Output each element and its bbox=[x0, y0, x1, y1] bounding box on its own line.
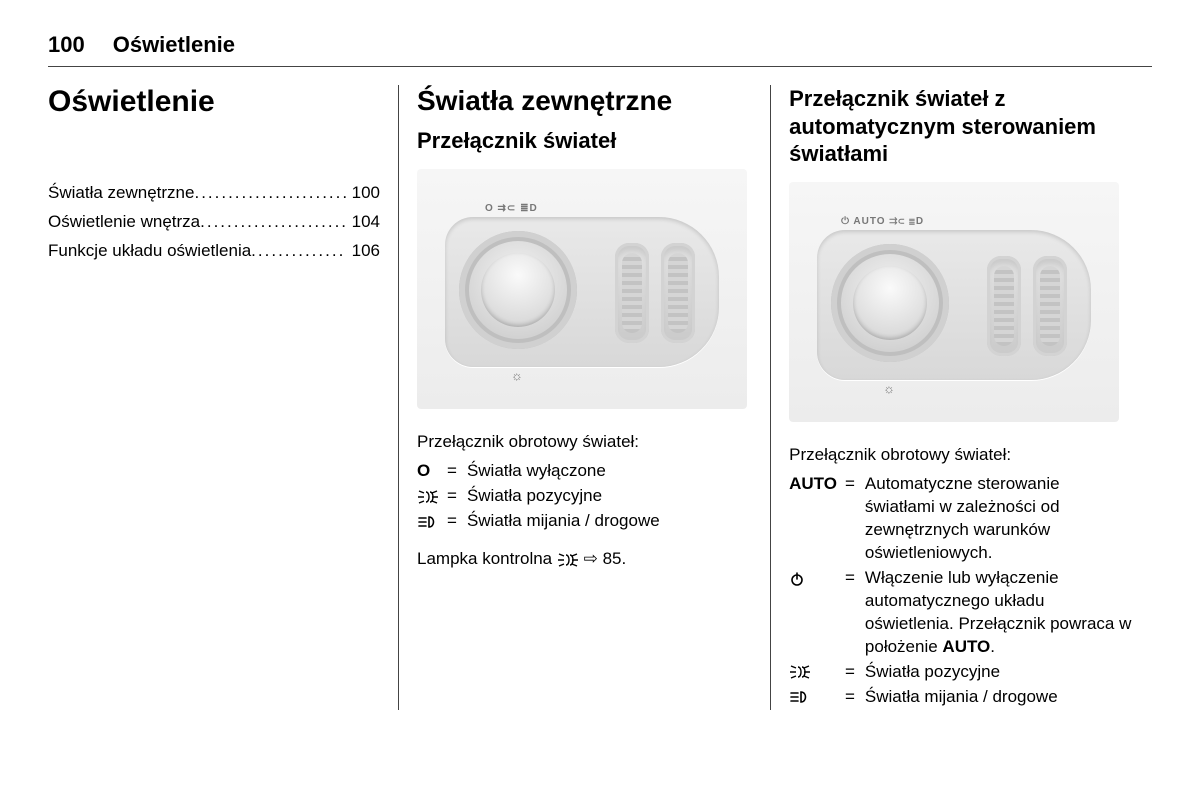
thumbwheel-right-icon bbox=[661, 243, 695, 343]
equals: = bbox=[447, 509, 467, 534]
lead-text: Przełącznik obrotowy świateł: bbox=[789, 444, 1134, 467]
toc-entry: Funkcje układu oświetlenia 106 bbox=[48, 237, 380, 266]
equals: = bbox=[447, 484, 467, 509]
definition-row: =Światła pozycyjne bbox=[789, 660, 1134, 685]
definition-row: AUTO =Automatyczne sterowanie światłami w… bbox=[789, 472, 1134, 566]
definition-list: O =Światła wyłączone=Światła pozycyjne=Św… bbox=[417, 459, 660, 534]
toc-page: 106 bbox=[346, 237, 380, 266]
switch-description: Przełącznik obrotowy świateł: O =Światła … bbox=[417, 431, 752, 572]
column-auto-switch: Przełącznik świateł z automatycznym ster… bbox=[770, 85, 1152, 710]
toc-label: Oświetlenie wnętrza bbox=[48, 208, 200, 237]
definition-text: Włączenie lub wyłączenie automatycznego … bbox=[865, 566, 1134, 660]
page-header: 100 Oświetlenie bbox=[48, 32, 1152, 67]
toc-entry: Światła zewnętrzne 100 bbox=[48, 179, 380, 208]
equals: = bbox=[845, 685, 865, 710]
figure-light-switch-auto: ⏻ AUTO ⇉⊂ ≣D ☼ bbox=[789, 182, 1119, 422]
note-text: ⇨ 85. bbox=[579, 549, 626, 568]
thumbwheel-right-icon bbox=[1033, 256, 1067, 356]
definition-text: Światła wyłączone bbox=[467, 459, 660, 484]
rotary-dial-icon bbox=[831, 244, 949, 362]
equals: = bbox=[845, 566, 865, 660]
definition-text: Światła pozycyjne bbox=[865, 660, 1134, 685]
sidelights-icon bbox=[789, 665, 811, 679]
definition-row: =Światła pozycyjne bbox=[417, 484, 660, 509]
toc-leader bbox=[200, 208, 346, 237]
column-basic-switch: Światła zewnętrzne Przełącznik świateł O… bbox=[398, 85, 770, 710]
equals: = bbox=[447, 459, 467, 484]
definition-row: =Światła mijania / drogowe bbox=[417, 509, 660, 534]
definition-row: =Włączenie lub wyłączenie automatycznego… bbox=[789, 566, 1134, 660]
equals: = bbox=[845, 660, 865, 685]
power-icon bbox=[789, 571, 805, 587]
dial-top-label: O ⇉⊂ ≣D bbox=[485, 203, 538, 214]
table-of-contents: Światła zewnętrzne 100Oświetlenie wnętrz… bbox=[48, 179, 380, 266]
thumbwheel-left-icon bbox=[615, 243, 649, 343]
definition-text: Automatyczne sterowanie światłami w zale… bbox=[865, 472, 1134, 566]
note-text: Lampka kontrolna bbox=[417, 549, 557, 568]
headlights-icon bbox=[417, 515, 439, 529]
sidelights-icon bbox=[417, 490, 439, 504]
toc-label: Światła zewnętrzne bbox=[48, 179, 194, 208]
headlights-icon bbox=[789, 690, 811, 704]
definition-row: O =Światła wyłączone bbox=[417, 459, 660, 484]
toc-entry: Oświetlenie wnętrza 104 bbox=[48, 208, 380, 237]
sidelights-icon bbox=[557, 553, 579, 567]
rotary-dial-icon bbox=[459, 231, 577, 349]
definition-list: AUTO=Automatyczne sterowanie światłami w… bbox=[789, 472, 1134, 709]
dial-bottom-label: ☼ bbox=[511, 368, 524, 383]
dial-top-label: ⏻ AUTO ⇉⊂ ≣D bbox=[841, 216, 924, 227]
lead-text: Przełącznik obrotowy świateł: bbox=[417, 431, 752, 454]
control-lamp-note: Lampka kontrolna ⇨ 85. bbox=[417, 548, 752, 571]
definition-text: Światła pozycyjne bbox=[467, 484, 660, 509]
thumbwheel-left-icon bbox=[987, 256, 1021, 356]
symbol-text: O bbox=[417, 461, 430, 480]
equals: = bbox=[845, 472, 865, 566]
content-columns: Oświetlenie Światła zewnętrzne 100Oświet… bbox=[48, 85, 1152, 710]
chapter-name: Oświetlenie bbox=[113, 32, 235, 58]
chapter-title: Oświetlenie bbox=[48, 85, 380, 119]
toc-page: 104 bbox=[346, 208, 380, 237]
switch-panel: ⏻ AUTO ⇉⊂ ≣D ☼ bbox=[817, 230, 1091, 380]
dial-bottom-label: ☼ bbox=[883, 381, 896, 396]
definition-row: =Światła mijania / drogowe bbox=[789, 685, 1134, 710]
section-title: Światła zewnętrzne bbox=[417, 85, 752, 117]
toc-leader bbox=[194, 179, 345, 208]
toc-page: 100 bbox=[346, 179, 380, 208]
column-toc: Oświetlenie Światła zewnętrzne 100Oświet… bbox=[48, 85, 398, 710]
page-number: 100 bbox=[48, 32, 85, 58]
symbol-text: AUTO bbox=[789, 474, 837, 493]
subsection-title: Przełącznik świateł bbox=[417, 127, 752, 155]
figure-light-switch: O ⇉⊂ ≣D ☼ bbox=[417, 169, 747, 409]
subsection-title: Przełącznik świateł z automatycznym ster… bbox=[789, 85, 1134, 168]
toc-leader bbox=[251, 237, 345, 266]
definition-text: Światła mijania / drogowe bbox=[467, 509, 660, 534]
switch-panel: O ⇉⊂ ≣D ☼ bbox=[445, 217, 719, 367]
switch-description: Przełącznik obrotowy świateł: AUTO=Autom… bbox=[789, 444, 1134, 710]
definition-text: Światła mijania / drogowe bbox=[865, 685, 1134, 710]
toc-label: Funkcje układu oświetlenia bbox=[48, 237, 251, 266]
